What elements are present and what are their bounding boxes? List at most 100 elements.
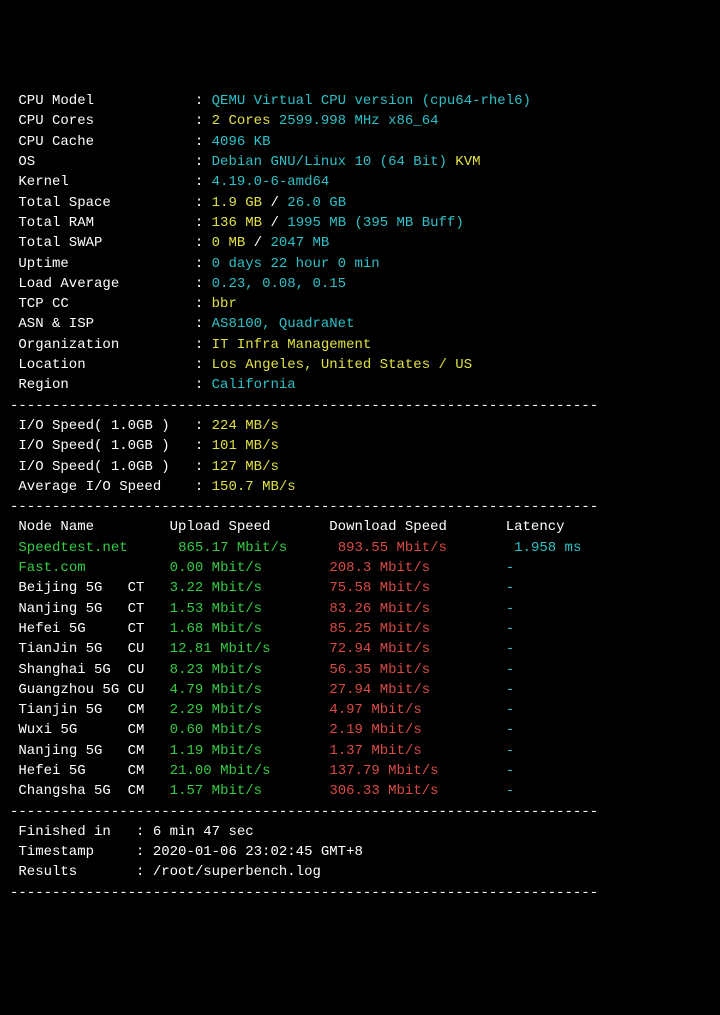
speed-node: Fast.com [18, 560, 119, 576]
speed-upload: 1.53 Mbit/s [170, 601, 330, 617]
speed-node: Hefei 5G [18, 621, 119, 637]
speed-tag: CM [128, 783, 153, 799]
sys-value: 4.19.0-6-amd64 [212, 174, 330, 190]
speed-tag: CU [128, 641, 153, 657]
sys-value: Los Angeles, United States / US [212, 357, 472, 373]
speed-tag: CU [128, 662, 153, 678]
speed-row: Wuxi 5G CM 0.60 Mbit/s 2.19 Mbit/s - [10, 720, 710, 740]
speed-upload: 0.60 Mbit/s [170, 722, 330, 738]
sys-row: CPU Model : QEMU Virtual CPU version (cp… [10, 91, 710, 111]
speed-tag: CM [128, 722, 153, 738]
sys-row: Organization : IT Infra Management [10, 335, 710, 355]
sys-value: 2047 MB [270, 235, 329, 251]
sys-label: TCP CC [10, 296, 195, 312]
sys-row: Total SWAP : 0 MB / 2047 MB [10, 233, 710, 253]
sys-row: Region : California [10, 375, 710, 395]
speed-node: Wuxi 5G [18, 722, 119, 738]
footer-value: /root/superbench.log [153, 864, 321, 880]
speed-download: 137.79 Mbit/s [329, 763, 505, 779]
speed-tag: CT [128, 601, 153, 617]
speed-node: Hefei 5G [18, 763, 119, 779]
speed-node: Shanghai 5G [18, 662, 119, 678]
speed-node: Speedtest.net [18, 540, 127, 556]
speed-download: 56.35 Mbit/s [329, 662, 505, 678]
sys-value: 1995 MB [287, 215, 354, 231]
speed-row: TianJin 5G CU 12.81 Mbit/s 72.94 Mbit/s … [10, 639, 710, 659]
io-value: 150.7 MB/s [212, 479, 296, 495]
speed-upload: 1.57 Mbit/s [170, 783, 330, 799]
speed-row: Tianjin 5G CM 2.29 Mbit/s 4.97 Mbit/s - [10, 700, 710, 720]
speed-tag: CT [128, 621, 153, 637]
io-row: I/O Speed( 1.0GB ) : 127 MB/s [10, 457, 710, 477]
sys-value: / [262, 215, 287, 231]
sys-value: KVM [455, 154, 480, 170]
speed-latency: - [506, 560, 514, 576]
sys-value: 4096 KB [212, 134, 271, 150]
speed-upload: 12.81 Mbit/s [170, 641, 330, 657]
sys-value: / [262, 195, 287, 211]
sys-value: AS8100, QuadraNet [212, 316, 355, 332]
speed-download: 208.3 Mbit/s [329, 560, 505, 576]
sys-value: QEMU Virtual CPU version (cpu64-rhel6) [212, 93, 531, 109]
terminal-output: CPU Model : QEMU Virtual CPU version (cp… [10, 91, 710, 903]
speed-latency: - [506, 601, 514, 617]
sys-label: Total Space [10, 195, 195, 211]
speed-upload: 21.00 Mbit/s [170, 763, 330, 779]
speed-download: 1.37 Mbit/s [329, 743, 505, 759]
speed-tag [136, 540, 161, 556]
speed-latency: - [506, 763, 514, 779]
divider: ----------------------------------------… [10, 396, 710, 416]
io-row: I/O Speed( 1.0GB ) : 101 MB/s [10, 436, 710, 456]
io-value: 101 MB/s [212, 438, 279, 454]
speed-node: Changsha 5G [18, 783, 119, 799]
speed-row: Beijing 5G CT 3.22 Mbit/s 75.58 Mbit/s - [10, 578, 710, 598]
sys-row: Kernel : 4.19.0-6-amd64 [10, 172, 710, 192]
speed-tag: CT [128, 580, 153, 596]
sys-label: Load Average [10, 276, 195, 292]
sys-value: 2 Cores [212, 113, 279, 129]
speed-header-latency: Latency [506, 519, 565, 535]
speed-row: Nanjing 5G CM 1.19 Mbit/s 1.37 Mbit/s - [10, 741, 710, 761]
sys-label: Region [10, 377, 195, 393]
speed-latency: - [506, 621, 514, 637]
speed-header-download: Download Speed [329, 519, 505, 535]
speed-header-upload: Upload Speed [170, 519, 330, 535]
speed-node: Beijing 5G [18, 580, 119, 596]
sys-row: ASN & ISP : AS8100, QuadraNet [10, 314, 710, 334]
speed-latency: - [506, 641, 514, 657]
speed-row: Changsha 5G CM 1.57 Mbit/s 306.33 Mbit/s… [10, 781, 710, 801]
speed-tag: CM [128, 702, 153, 718]
sys-value: 136 MB [212, 215, 262, 231]
speed-tag: CM [128, 763, 153, 779]
speed-latency: - [506, 743, 514, 759]
divider: ----------------------------------------… [10, 802, 710, 822]
sys-label: CPU Model [10, 93, 195, 109]
sys-row: Uptime : 0 days 22 hour 0 min [10, 254, 710, 274]
speed-header: Node Name Upload Speed Download Speed La… [10, 517, 710, 537]
speed-header-node: Node Name [18, 519, 169, 535]
sys-value: (395 MB Buff) [355, 215, 464, 231]
sys-label: CPU Cache [10, 134, 195, 150]
sys-row: CPU Cores : 2 Cores 2599.998 MHz x86_64 [10, 111, 710, 131]
speed-node: TianJin 5G [18, 641, 119, 657]
sys-value: bbr [212, 296, 237, 312]
speed-download: 2.19 Mbit/s [329, 722, 505, 738]
speed-upload: 4.79 Mbit/s [170, 682, 330, 698]
speed-row: Hefei 5G CM 21.00 Mbit/s 137.79 Mbit/s - [10, 761, 710, 781]
divider: ----------------------------------------… [10, 497, 710, 517]
speed-upload: 3.22 Mbit/s [170, 580, 330, 596]
speed-row: Speedtest.net 865.17 Mbit/s 893.55 Mbit/… [10, 538, 710, 558]
sys-value: 26.0 GB [287, 195, 346, 211]
io-row: Average I/O Speed : 150.7 MB/s [10, 477, 710, 497]
speed-download: 85.25 Mbit/s [329, 621, 505, 637]
divider: ----------------------------------------… [10, 883, 710, 903]
footer-value: 2020-01-06 23:02:45 GMT+8 [153, 844, 363, 860]
speed-tag: CM [128, 743, 153, 759]
speed-node: Nanjing 5G [18, 601, 119, 617]
speed-upload: 865.17 Mbit/s [178, 540, 338, 556]
sys-row: Total RAM : 136 MB / 1995 MB (395 MB Buf… [10, 213, 710, 233]
footer-value: 6 min 47 sec [153, 824, 254, 840]
speed-download: 4.97 Mbit/s [329, 702, 505, 718]
speed-node: Nanjing 5G [18, 743, 119, 759]
sys-value: 0 MB [212, 235, 246, 251]
